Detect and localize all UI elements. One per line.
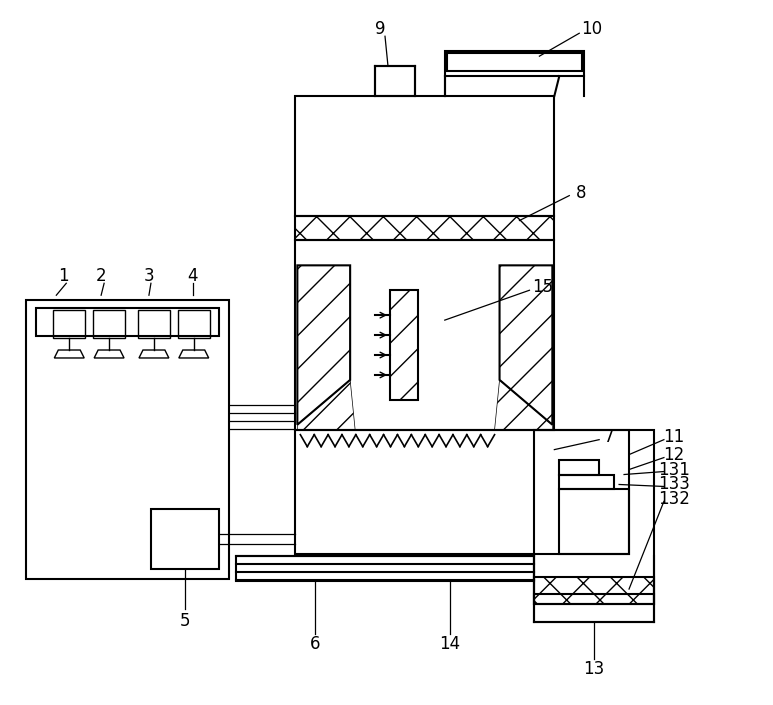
- Text: 1: 1: [58, 267, 69, 286]
- Bar: [560, 489, 629, 554]
- Text: 3: 3: [144, 267, 155, 286]
- Bar: [151, 510, 219, 569]
- Bar: [295, 216, 554, 240]
- Bar: [138, 310, 170, 338]
- Text: 131: 131: [658, 460, 690, 479]
- Text: 6: 6: [310, 634, 321, 653]
- Text: 15: 15: [532, 278, 553, 296]
- Bar: [534, 577, 654, 604]
- Text: 11: 11: [663, 428, 684, 446]
- Text: 4: 4: [188, 267, 198, 286]
- Bar: [390, 290, 418, 400]
- Bar: [534, 594, 654, 622]
- Text: 13: 13: [584, 660, 604, 678]
- Bar: [560, 460, 599, 474]
- Bar: [534, 429, 654, 604]
- Bar: [36, 308, 219, 336]
- Bar: [26, 300, 229, 579]
- Bar: [295, 216, 554, 240]
- Text: 133: 133: [658, 475, 690, 493]
- Bar: [295, 240, 554, 429]
- Text: 9: 9: [375, 20, 385, 38]
- Bar: [295, 429, 629, 554]
- Bar: [295, 96, 554, 216]
- Bar: [534, 577, 654, 604]
- Bar: [560, 474, 614, 489]
- Text: 2: 2: [96, 267, 107, 286]
- Bar: [390, 290, 418, 400]
- Bar: [236, 556, 534, 581]
- Text: 12: 12: [663, 446, 684, 464]
- Bar: [447, 53, 582, 71]
- Text: 8: 8: [576, 183, 587, 202]
- Text: 5: 5: [179, 612, 190, 630]
- Bar: [178, 310, 209, 338]
- Bar: [375, 66, 415, 96]
- Bar: [53, 310, 85, 338]
- Text: 14: 14: [439, 634, 460, 653]
- Text: 132: 132: [658, 491, 690, 508]
- Bar: [444, 51, 584, 76]
- Text: 7: 7: [604, 428, 615, 446]
- Bar: [94, 310, 125, 338]
- Text: 10: 10: [581, 20, 601, 38]
